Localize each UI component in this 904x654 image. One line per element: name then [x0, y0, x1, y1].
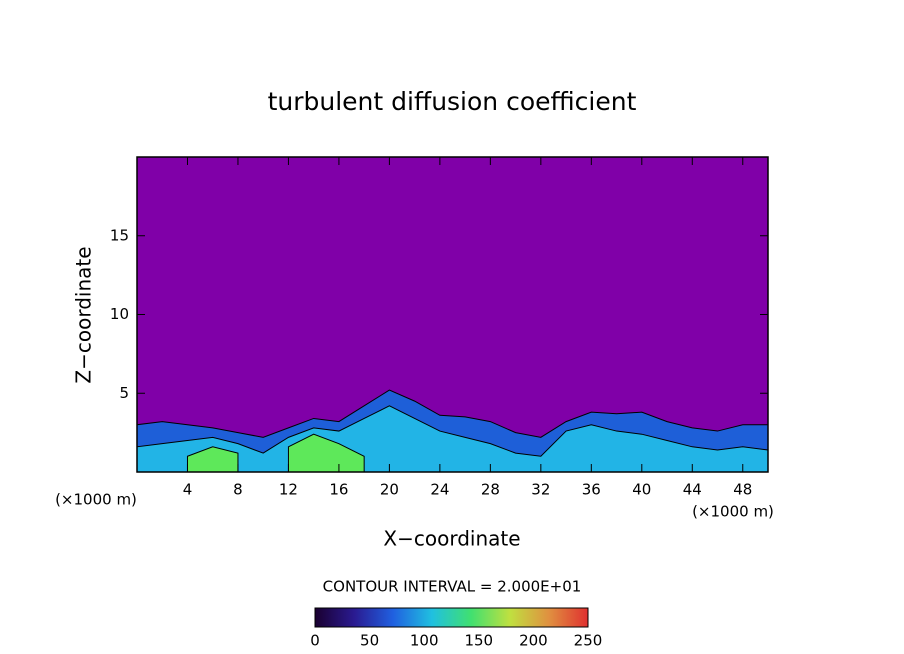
x-tick-label: 40	[632, 481, 651, 499]
x-tick-label: 16	[329, 481, 348, 499]
x-tick-label: 32	[531, 481, 550, 499]
x-tick-label: 48	[733, 481, 752, 499]
colorbar-tick-label: 200	[519, 632, 548, 650]
x-tick-label: 36	[582, 481, 601, 499]
x-tick-label: 4	[183, 481, 193, 499]
colorbar-tick-label: 100	[410, 632, 439, 650]
y-tick-label: 5	[119, 384, 129, 402]
colorbar-tick-label: 250	[574, 632, 603, 650]
x-tick-label: 44	[683, 481, 702, 499]
x-tick-label: 12	[279, 481, 298, 499]
colorbar-tick-label: 50	[360, 632, 379, 650]
contour-note: CONTOUR INTERVAL = 2.000E+01	[323, 578, 582, 596]
y-unit: (×1000 m)	[55, 491, 137, 509]
colorbar	[314, 607, 589, 628]
colorbar-tick-label: 0	[310, 632, 320, 650]
x-axis-label: X−coordinate	[383, 527, 520, 551]
x-tick-label: 8	[233, 481, 243, 499]
colorbar-tick-label: 150	[464, 632, 493, 650]
y-axis-label: Z−coordinate	[72, 246, 96, 383]
y-tick-label: 10	[110, 305, 129, 323]
y-tick-label: 15	[110, 226, 129, 244]
x-tick-label: 24	[430, 481, 449, 499]
x-unit: (×1000 m)	[692, 503, 774, 521]
x-tick-label: 20	[380, 481, 399, 499]
x-tick-label: 28	[481, 481, 500, 499]
chart-title: turbulent diffusion coefficient	[268, 87, 637, 116]
